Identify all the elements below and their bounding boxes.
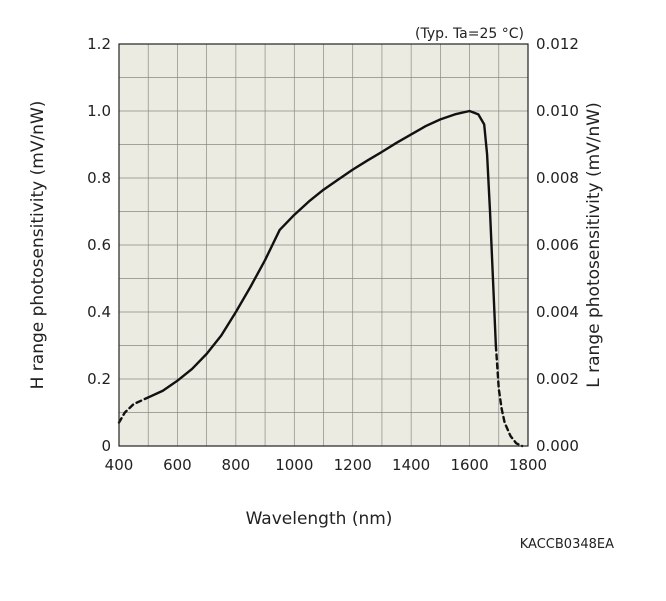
y-tick-label-right: 0.004 xyxy=(536,303,579,321)
y-tick-label-right: 0.012 xyxy=(536,35,579,53)
y-tick-label-right: 0.000 xyxy=(536,437,579,455)
x-tick-label: 400 xyxy=(105,456,134,474)
x-tick-label: 600 xyxy=(163,456,192,474)
x-tick-label: 1200 xyxy=(334,456,372,474)
series-line-solid xyxy=(147,109,498,399)
y-tick-label-left: 0.4 xyxy=(87,303,111,321)
y-axis-label-right: L range photosensitivity (mV/nW) xyxy=(584,102,604,387)
y-tick-label-right: 0.006 xyxy=(536,236,579,254)
y-tick-label-left: 0.6 xyxy=(87,236,111,254)
x-tick-label: 800 xyxy=(222,456,251,474)
y-tick-label-right: 0.002 xyxy=(536,370,579,388)
x-tick-label: 1400 xyxy=(392,456,430,474)
y-tick-label-right: 0.010 xyxy=(536,102,579,120)
y-tick-label-left: 0 xyxy=(101,437,111,455)
series-line-dashed xyxy=(494,344,524,448)
x-tick-label: 1000 xyxy=(275,456,313,474)
series-line-dashed xyxy=(117,396,150,424)
plot-frame xyxy=(118,43,529,447)
x-tick-label: 1800 xyxy=(509,456,547,474)
y-tick-label-left: 0.2 xyxy=(87,370,111,388)
y-tick-label-left: 1.0 xyxy=(87,102,111,120)
y-tick-label-left: 0.8 xyxy=(87,169,111,187)
y-axis-label-left: H range photosensitivity (mV/nW) xyxy=(28,101,48,390)
figure-code: KACCB0348EA xyxy=(520,537,614,552)
condition-note: (Typ. Ta=25 °C) xyxy=(415,26,524,42)
y-tick-label-right: 0.008 xyxy=(536,169,579,187)
grid-lines xyxy=(119,44,528,446)
x-axis-label: Wavelength (nm) xyxy=(246,509,393,529)
x-tick-label: 1600 xyxy=(450,456,488,474)
tick-labels: 400 600 800 1000 1200 1400 1600 1800 0 0.2 0.4 0.6 0… xyxy=(87,35,579,474)
series-lines xyxy=(117,109,524,448)
y-tick-label-left: 1.2 xyxy=(87,35,111,53)
